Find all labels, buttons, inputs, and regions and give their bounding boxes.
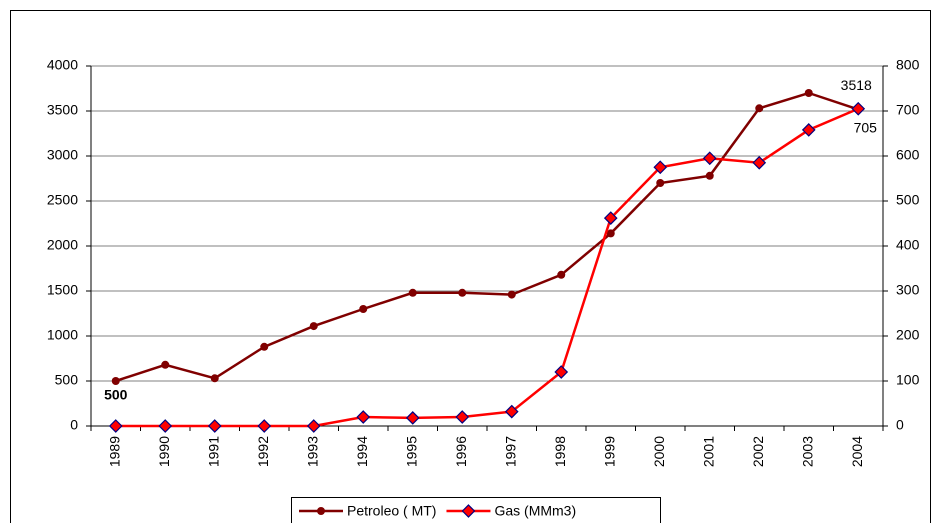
point [356,410,371,424]
point [851,101,866,116]
x-tick-label: 1997 [502,436,518,467]
point [158,419,173,433]
point [801,123,816,137]
x-tick-label: 1999 [601,436,617,467]
point [755,104,764,113]
y2-tick-label: 800 [896,57,920,73]
y2-tick-label: 200 [896,327,920,343]
point [554,365,569,379]
point [603,211,618,225]
point [455,410,470,424]
y-tick-label: 1000 [47,327,78,343]
y-tick-label: 3000 [47,147,78,163]
x-tick-label: 1998 [552,436,568,467]
y-tick-label: 0 [70,417,78,433]
point [705,171,714,180]
x-tick-label: 1990 [156,436,172,467]
point [161,360,170,369]
series-line [115,91,859,383]
y2-tick-label: 0 [896,417,904,433]
legend-label: Gas (MMm3) [494,503,576,519]
point [458,288,467,297]
point [461,504,476,518]
x-tick-label: 1991 [205,436,221,467]
series-line [115,107,859,428]
y2-tick-label: 300 [896,282,920,298]
point [257,419,272,433]
point [210,374,219,383]
point [408,288,417,297]
point [606,229,615,238]
y2-tick-label: 400 [896,237,920,253]
x-tick-label: 1995 [403,436,419,467]
point [507,290,516,299]
point [405,411,420,425]
legend-label: Petroleo ( MT) [347,503,436,519]
point [702,151,717,166]
x-tick-label: 1989 [106,436,122,467]
point [260,342,269,351]
point [752,155,767,170]
x-tick-label: 1992 [255,436,271,467]
y2-tick-label: 100 [896,372,920,388]
point [557,270,566,279]
y-tick-label: 3500 [47,102,78,118]
point [804,89,813,97]
y-tick-label: 4000 [47,57,78,73]
x-tick-label: 2002 [750,436,766,467]
data-label: 3518 [841,77,872,93]
point [306,419,321,433]
y2-tick-label: 500 [896,192,920,208]
y-tick-label: 500 [55,372,79,388]
x-tick-label: 2001 [700,436,716,467]
point [111,377,120,385]
chart-frame [10,10,931,523]
x-tick-label: 1996 [453,436,469,467]
point [504,404,519,419]
y2-tick-label: 600 [896,147,920,163]
point [108,419,123,433]
point [207,419,222,433]
y-tick-label: 2500 [47,192,78,208]
x-tick-label: 2004 [849,436,865,467]
point [359,305,368,313]
x-tick-label: 2003 [799,436,815,467]
y-tick-label: 2000 [47,237,78,253]
point [656,179,665,187]
x-tick-label: 2000 [651,436,667,467]
point [317,507,325,515]
data-label: 705 [854,119,878,135]
x-tick-label: 1993 [304,436,320,467]
y-tick-label: 1500 [47,282,78,298]
point [653,160,668,175]
point [309,322,318,331]
data-label: 500 [104,387,128,403]
y2-tick-label: 700 [896,102,920,118]
x-tick-label: 1994 [354,436,370,467]
